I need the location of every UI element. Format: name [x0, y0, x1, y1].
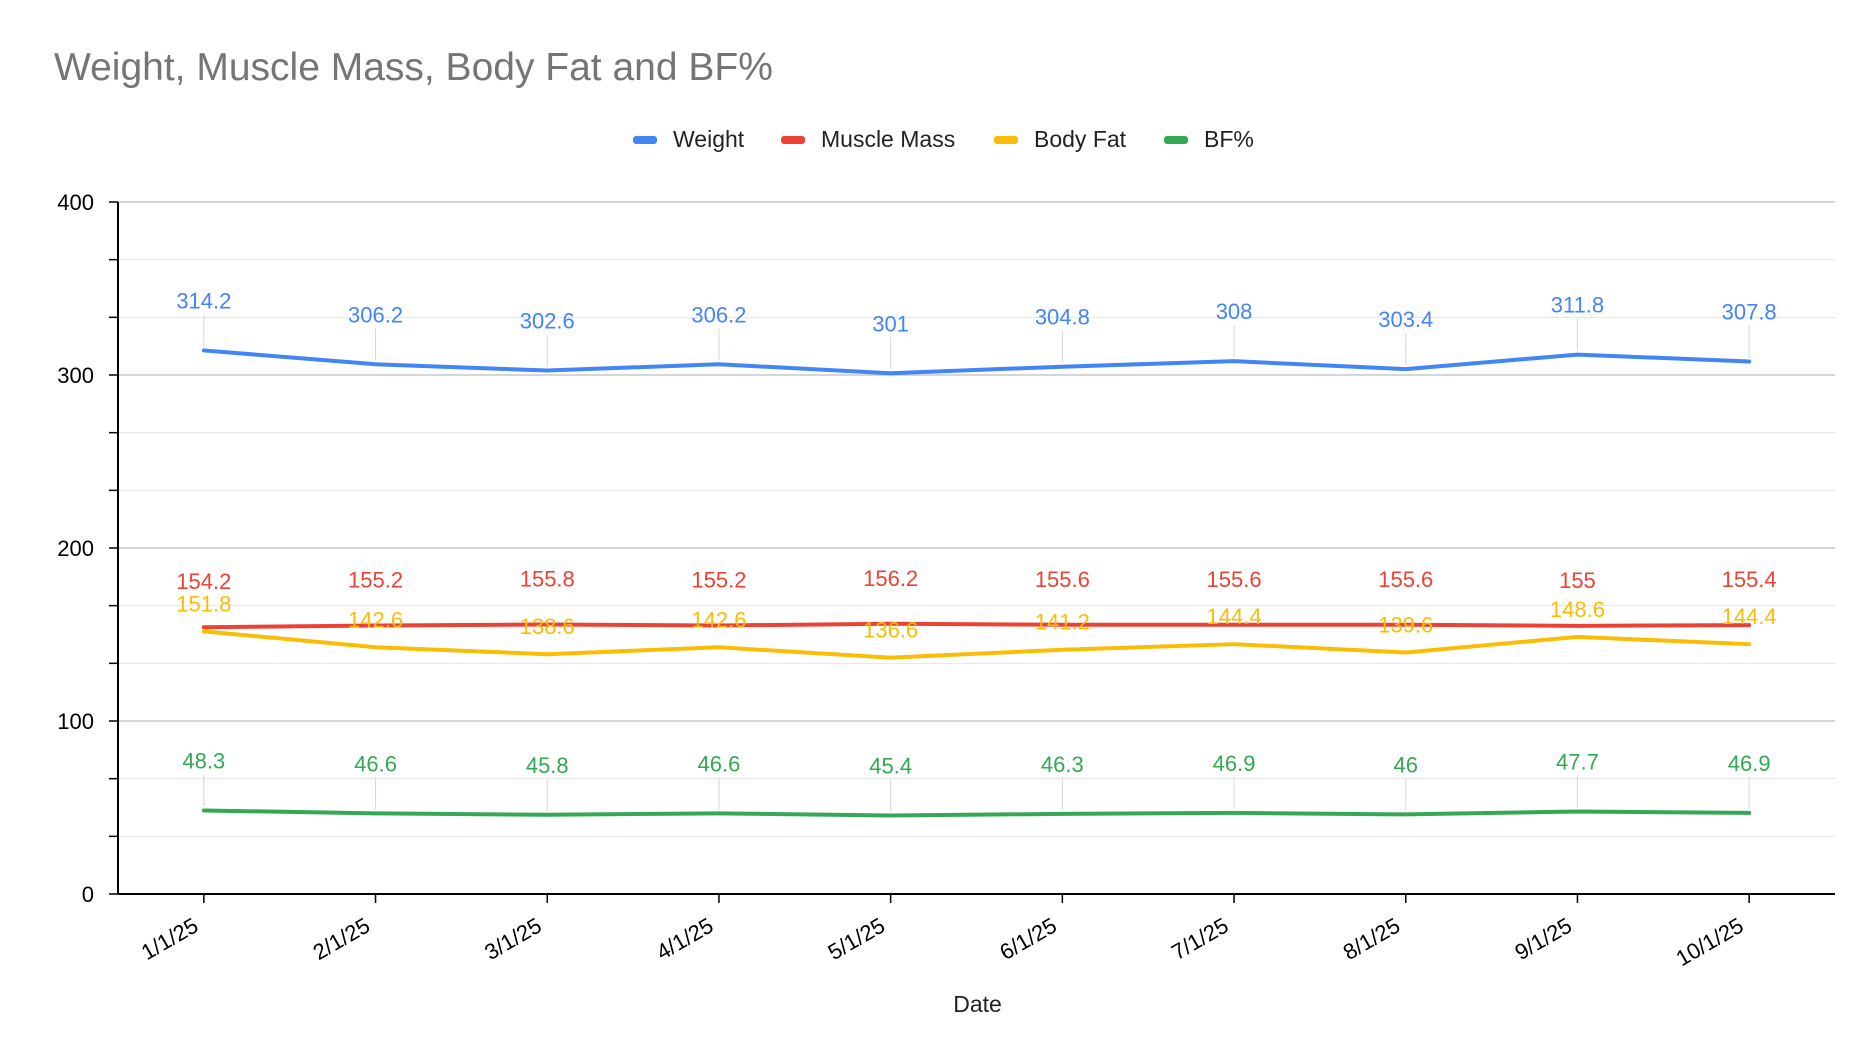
- data-label-body-fat: 141.2: [1035, 610, 1090, 635]
- data-label-body-fat: 138.6: [520, 614, 575, 639]
- x-tick-label: 1/1/25: [137, 913, 202, 965]
- data-label-weight: 304.8: [1035, 305, 1090, 330]
- series-line-muscle-mass: [201, 621, 1752, 630]
- data-label-muscle-mass: 155.6: [1378, 567, 1433, 592]
- legend-label-muscle-mass: Muscle Mass: [821, 126, 956, 152]
- series-line-bf-percent: [201, 808, 1752, 818]
- y-tick-label: 0: [82, 882, 94, 907]
- series-line-body-fat: [201, 629, 1752, 660]
- x-tick-label: 8/1/25: [1339, 913, 1404, 965]
- data-label-muscle-mass: 155.2: [348, 568, 403, 593]
- data-label-muscle-mass: 155: [1559, 568, 1596, 593]
- data-label-weight: 301: [872, 311, 909, 336]
- data-label-body-fat: 142.6: [348, 607, 403, 632]
- legend-label-bf-percent: BF%: [1204, 126, 1254, 152]
- y-tick-label: 400: [57, 190, 94, 215]
- x-tick-label: 5/1/25: [824, 913, 889, 965]
- x-tick-label: 3/1/25: [480, 913, 545, 965]
- data-label-muscle-mass: 156.2: [863, 566, 918, 591]
- data-label-weight: 311.8: [1551, 293, 1604, 318]
- data-label-body-fat: 144.4: [1207, 604, 1262, 629]
- data-label-weight: 307.8: [1722, 300, 1777, 325]
- legend-label-weight: Weight: [673, 126, 745, 152]
- data-label-weight: 306.2: [348, 302, 403, 327]
- data-label-weight: 302.6: [520, 309, 575, 334]
- data-label-bf-percent: 46.9: [1213, 751, 1256, 776]
- legend-swatch-body-fat: [994, 135, 1018, 144]
- x-tick-label: 9/1/25: [1510, 913, 1575, 965]
- x-tick-label: 6/1/25: [995, 913, 1060, 965]
- data-label-weight: 303.4: [1378, 307, 1433, 332]
- legend-item-bf-percent[interactable]: BF%: [1164, 126, 1254, 153]
- data-label-bf-percent: 47.7: [1556, 749, 1599, 774]
- data-label-muscle-mass: 155.4: [1722, 567, 1777, 592]
- data-label-body-fat: 148.6: [1550, 597, 1605, 622]
- data-label-body-fat: 142.6: [691, 607, 746, 632]
- data-label-body-fat: 151.8: [176, 591, 231, 616]
- chart-title: Weight, Muscle Mass, Body Fat and BF%: [54, 46, 773, 89]
- y-tick-label: 200: [57, 536, 94, 561]
- data-label-bf-percent: 46.3: [1041, 752, 1084, 777]
- series-line-weight: [201, 348, 1752, 376]
- x-tick-label: 7/1/25: [1167, 913, 1232, 965]
- y-tick-label: 100: [57, 709, 94, 734]
- data-label-weight: 306.2: [691, 302, 746, 327]
- x-tick-label: 2/1/25: [309, 913, 374, 965]
- legend-item-muscle-mass[interactable]: Muscle Mass: [781, 126, 955, 153]
- legend-label-body-fat: Body Fat: [1034, 126, 1127, 152]
- data-label-muscle-mass: 155.6: [1207, 567, 1262, 592]
- legend-swatch-bf-percent: [1164, 135, 1188, 144]
- data-label-weight: 314.2: [176, 288, 231, 313]
- y-tick-label: 300: [57, 363, 94, 388]
- legend-item-body-fat[interactable]: Body Fat: [994, 126, 1126, 153]
- data-label-bf-percent: 46.6: [698, 751, 741, 776]
- data-label-body-fat: 139.6: [1378, 612, 1433, 637]
- data-label-muscle-mass: 155.2: [691, 568, 746, 593]
- data-label-body-fat: 144.4: [1722, 604, 1777, 629]
- legend: Weight Muscle Mass Body Fat BF%: [0, 126, 1875, 158]
- data-label-weight: 308: [1216, 299, 1253, 324]
- data-label-bf-percent: 48.3: [182, 748, 225, 773]
- data-label-muscle-mass: 155.6: [1035, 567, 1090, 592]
- x-axis-title: Date: [953, 991, 1002, 1017]
- x-tick-label: 10/1/25: [1672, 913, 1748, 971]
- data-label-bf-percent: 46.9: [1728, 751, 1771, 776]
- data-label-body-fat: 136.6: [863, 618, 918, 643]
- legend-swatch-weight: [633, 135, 657, 144]
- x-tick-label: 4/1/25: [652, 913, 717, 965]
- data-label-bf-percent: 45.4: [869, 753, 912, 778]
- data-label-bf-percent: 46.6: [354, 751, 397, 776]
- data-label-muscle-mass: 155.8: [520, 566, 575, 591]
- data-label-bf-percent: 46: [1394, 752, 1418, 777]
- legend-swatch-muscle-mass: [781, 135, 805, 144]
- data-label-bf-percent: 45.8: [526, 753, 569, 778]
- legend-item-weight[interactable]: Weight: [633, 126, 744, 153]
- data-label-muscle-mass: 154.2: [176, 569, 231, 594]
